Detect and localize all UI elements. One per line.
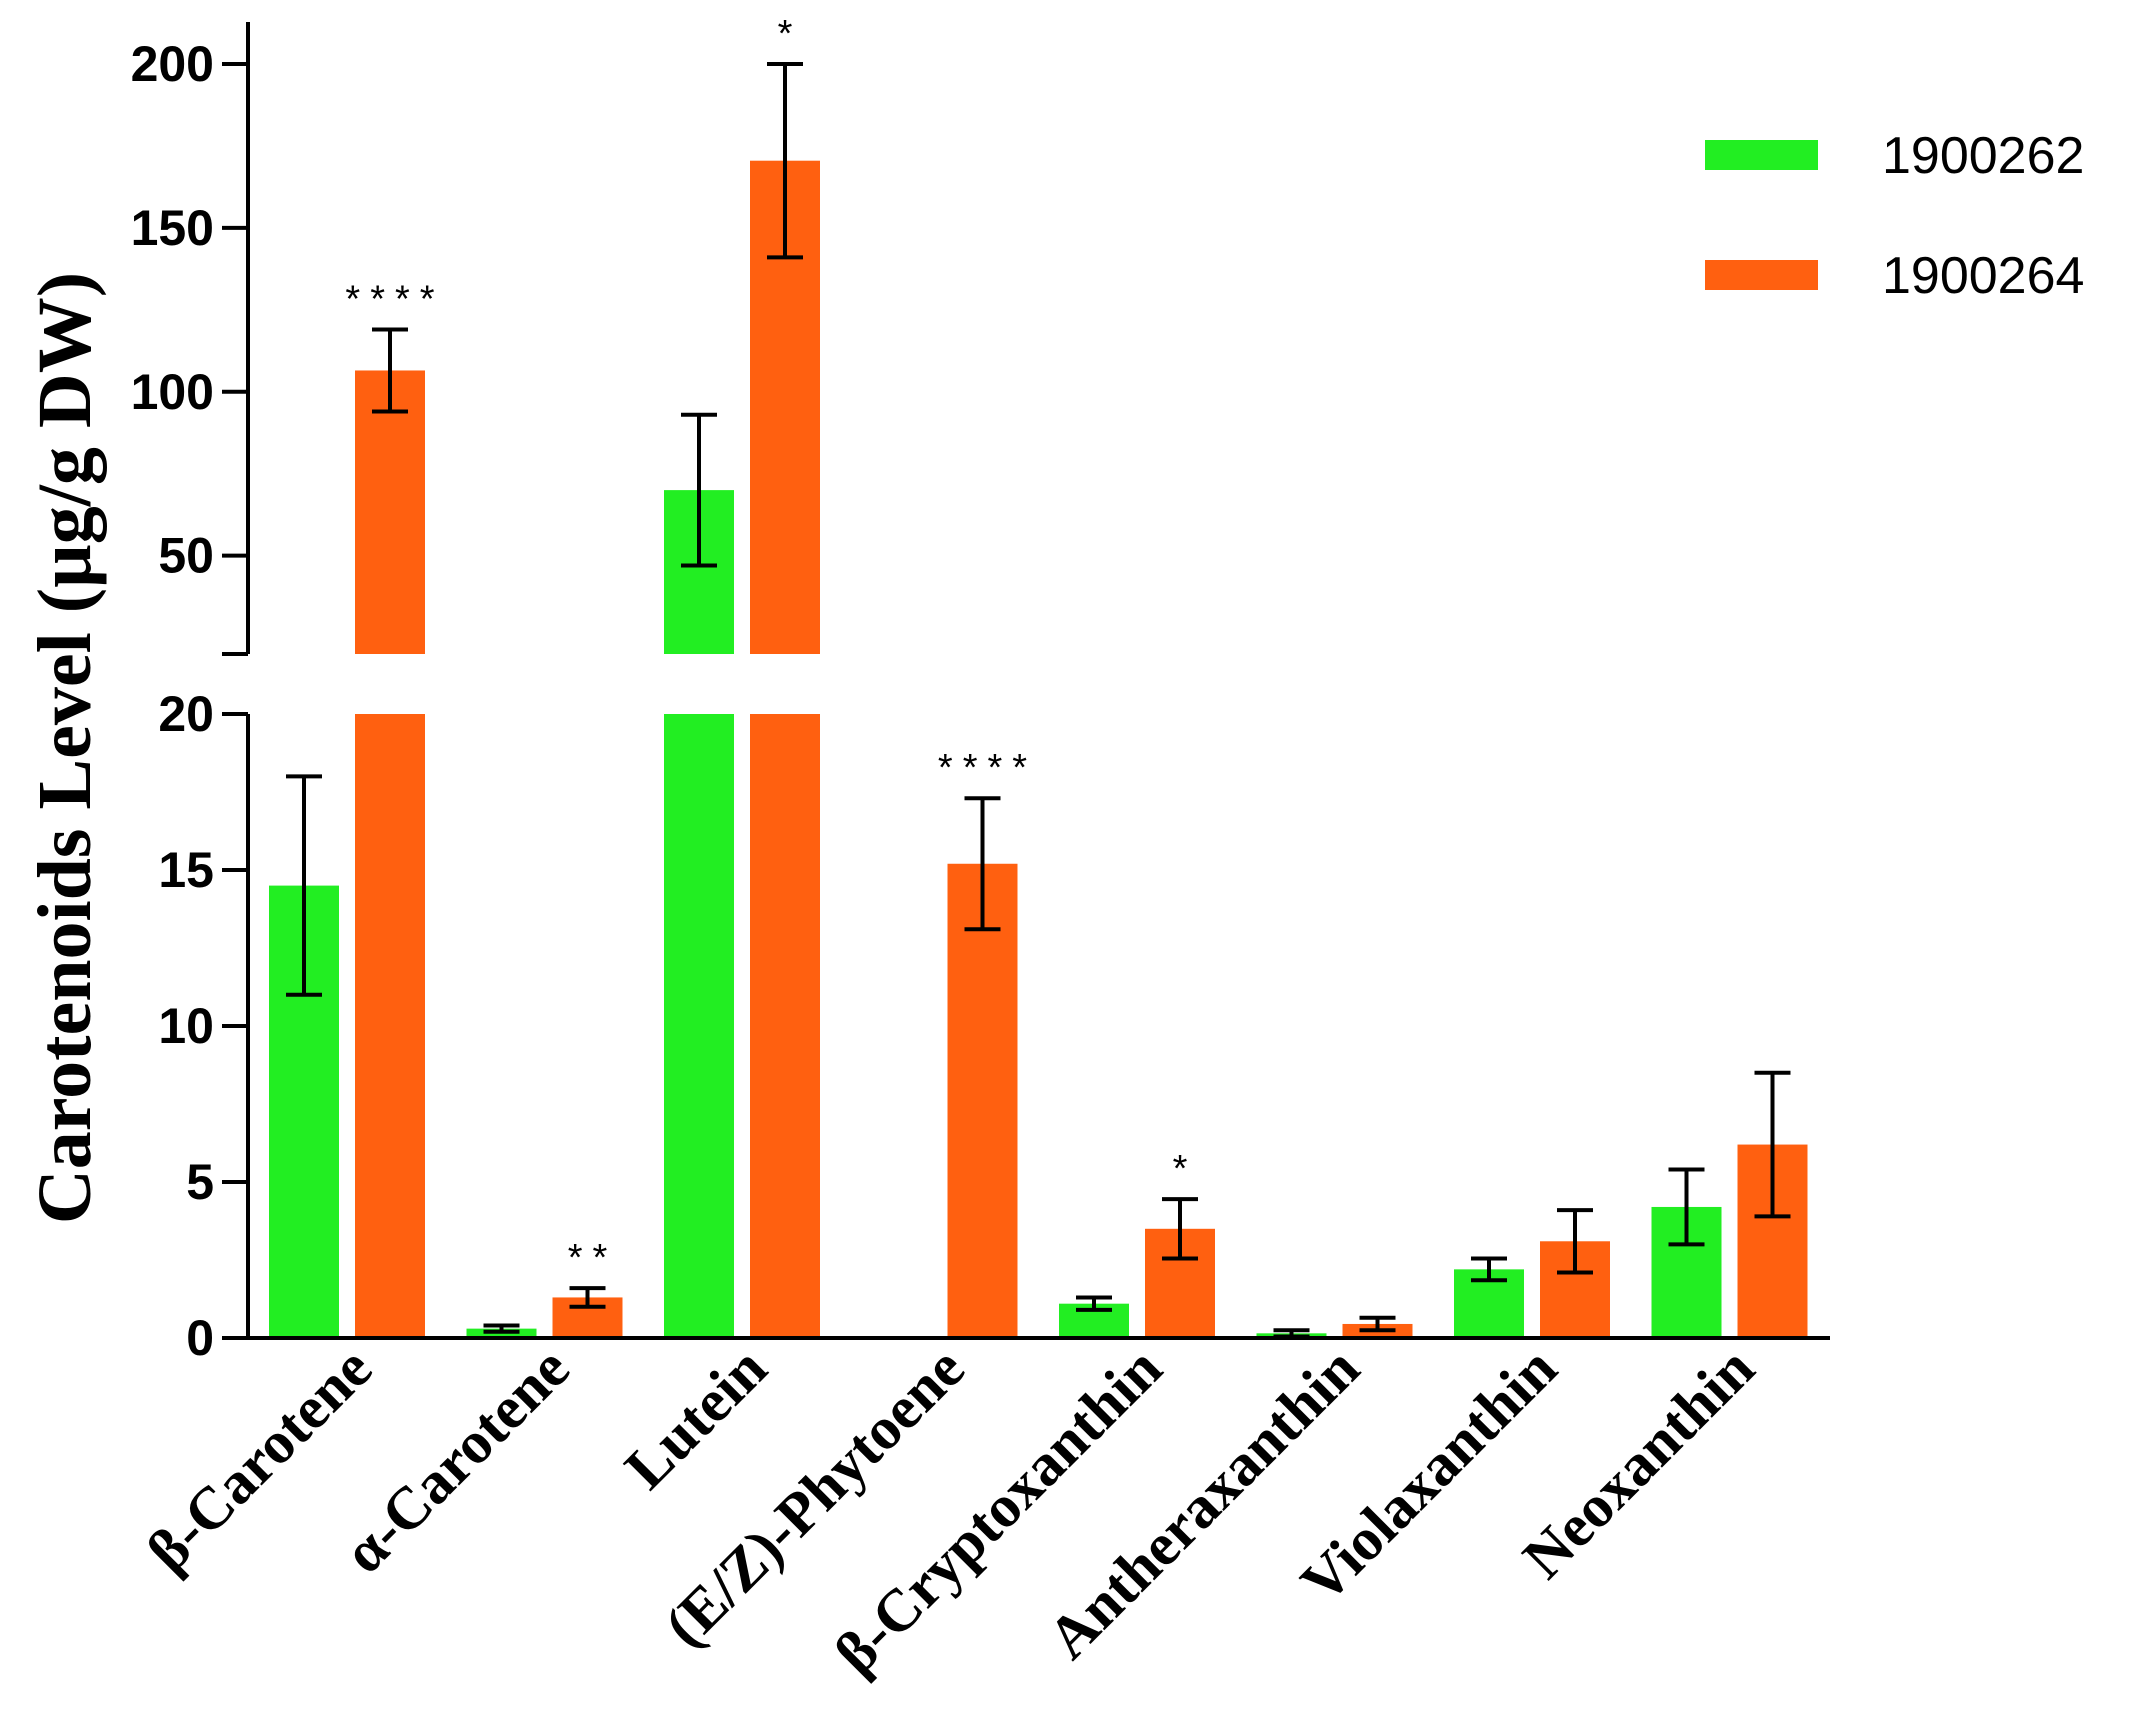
significance-markers: ************ — [345, 13, 1198, 1279]
axis-layer — [222, 22, 1830, 1340]
bar-lower-1900264-0 — [355, 714, 425, 1338]
significance-marker: * — [778, 13, 803, 55]
legend-label: 1900262 — [1882, 127, 2084, 185]
error-bar-1900262-0 — [286, 774, 322, 997]
error-bar-1900264-1 — [569, 1286, 606, 1309]
y-tick-label: 10 — [158, 998, 214, 1054]
y-tick-label: 100 — [131, 364, 214, 420]
y-tick-label: 5 — [186, 1154, 214, 1210]
significance-marker: ** — [568, 1237, 618, 1279]
y-tick-label: 50 — [158, 528, 214, 584]
legend-label: 1900264 — [1882, 247, 2084, 305]
error-bar-1900264-5 — [1359, 1315, 1396, 1333]
error-bar-1900264-4 — [1162, 1197, 1198, 1261]
y-axis-label: Carotenoids Level (µg/g DW) — [23, 272, 107, 1224]
error-bar-1900262-4 — [1076, 1295, 1112, 1312]
error-bar-1900262-1 — [483, 1323, 520, 1334]
legend-swatch — [1705, 260, 1818, 290]
ticks-layer: 0 5 10 15 20 50 100 150 200 — [131, 36, 248, 1366]
error-bar-1900262-2 — [681, 412, 717, 568]
error-bar-1900264-2 — [767, 62, 803, 260]
legend-swatch — [1705, 140, 1818, 170]
error-bar-1900262-6 — [1471, 1256, 1507, 1283]
y-tick-label: 0 — [186, 1310, 214, 1366]
legend: 1900262 1900264 — [1705, 127, 2084, 305]
bar-upper-1900264-0 — [355, 370, 425, 654]
bar-lower-1900264-2 — [750, 714, 820, 1338]
error-bar-1900264-6 — [1557, 1208, 1593, 1275]
y-tick-label: 20 — [158, 686, 214, 742]
significance-marker: **** — [345, 279, 444, 321]
y-tick-label: 150 — [131, 200, 214, 256]
y-tick-label: 200 — [131, 36, 214, 92]
error-bar-1900264-3 — [964, 796, 1001, 932]
error-bar-1900262-7 — [1668, 1167, 1705, 1247]
bar-1900264-3 — [947, 863, 1018, 1338]
significance-marker: * — [1173, 1148, 1198, 1190]
error-bar-1900264-0 — [372, 327, 408, 414]
axes — [222, 22, 1830, 1340]
bars-layer — [269, 62, 1808, 1339]
bar-lower-1900262-2 — [664, 714, 734, 1338]
category-label: β-Cryptoxanthin — [822, 1335, 1174, 1687]
y-tick-label: 15 — [158, 842, 214, 898]
significance-marker: **** — [938, 747, 1037, 789]
category-label: Lutein — [612, 1335, 779, 1502]
error-bar-1900264-7 — [1754, 1070, 1791, 1219]
